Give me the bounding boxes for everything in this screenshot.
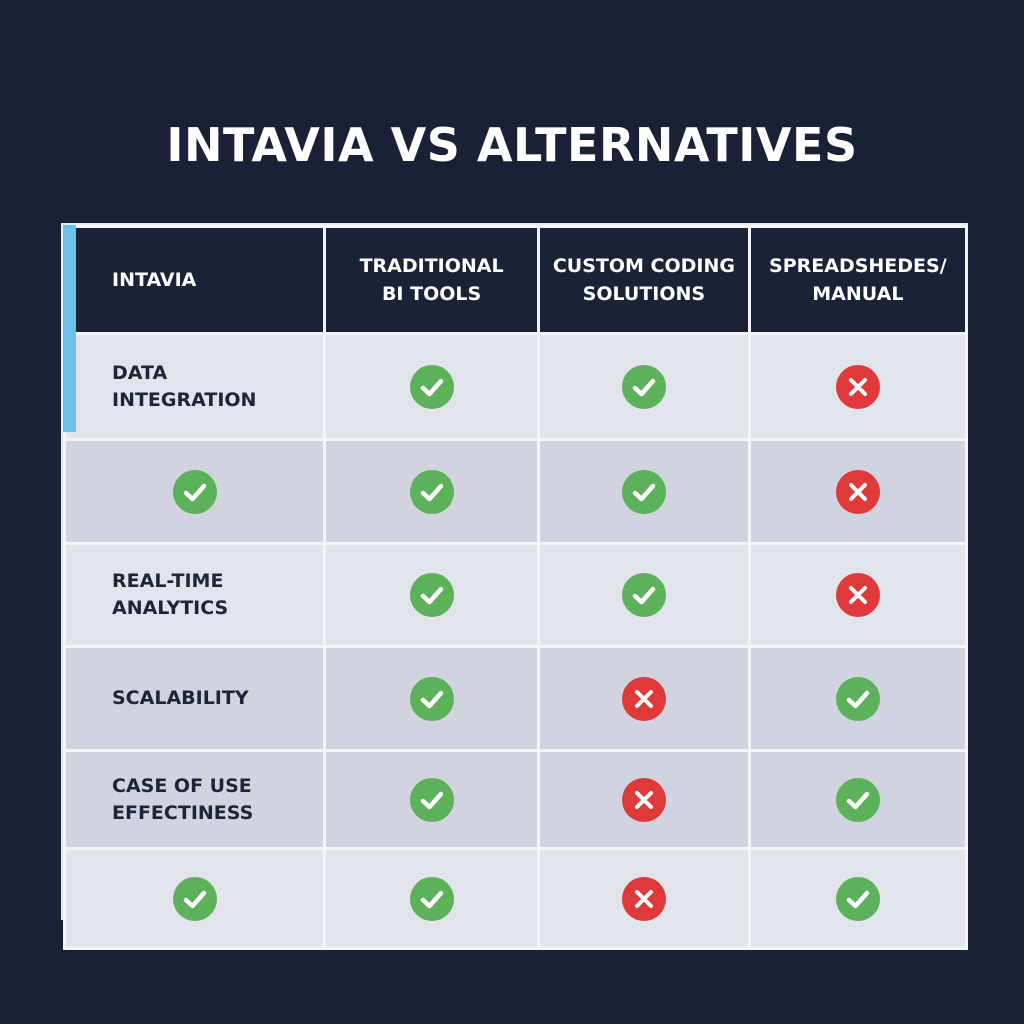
check-icon — [621, 469, 666, 514]
feature-cell — [62, 847, 327, 950]
check-icon — [409, 469, 454, 514]
table-row: DATA INTEGRATION — [62, 332, 969, 441]
feature-cell: SCALABILITY — [62, 645, 327, 752]
check-icon — [409, 876, 454, 921]
feature-cell: CASE OF USE EFFECTINESS — [62, 749, 327, 850]
check-icon — [835, 676, 880, 721]
comparison-cell — [747, 847, 969, 950]
comparison-cell — [537, 332, 751, 441]
comparison-cell — [537, 749, 751, 850]
comparison-table: INTAVIA TRADITIONAL BI TOOLS CUSTOM CODING… — [61, 223, 969, 950]
check-icon — [835, 777, 880, 822]
comparison-cell — [537, 645, 751, 752]
comparison-cell — [323, 332, 541, 441]
table-row — [62, 438, 969, 545]
comparison-cell — [323, 749, 541, 850]
comparison-grid: INTAVIA TRADITIONAL BI TOOLS CUSTOM CODING… — [62, 225, 969, 950]
column-header: INTAVIA — [62, 225, 327, 335]
column-header: CUSTOM CODING SOLUTIONS — [537, 225, 751, 335]
cross-icon — [621, 876, 666, 921]
feature-label: DATA INTEGRATION — [112, 361, 257, 411]
column-header: TRADITIONAL BI TOOLS — [323, 225, 541, 335]
table-row: REAL-TIME ANALYTICS — [62, 542, 969, 648]
check-icon — [409, 676, 454, 721]
comparison-cell — [747, 645, 969, 752]
feature-label: SCALABILITY — [112, 687, 249, 709]
comparison-cell — [747, 332, 969, 441]
feature-cell: REAL-TIME ANALYTICS — [62, 542, 327, 648]
column-header: SPREADSHEDES/ MANUAL — [747, 225, 969, 335]
comparison-cell — [747, 542, 969, 648]
table-row: SCALABILITY — [62, 645, 969, 752]
check-icon — [835, 876, 880, 921]
cross-icon — [835, 364, 880, 409]
comparison-cell — [323, 645, 541, 752]
comparison-cell — [537, 542, 751, 648]
check-icon — [621, 573, 666, 617]
cross-icon — [621, 676, 666, 721]
comparison-cell — [323, 542, 541, 648]
feature-label: REAL-TIME ANALYTICS — [112, 570, 229, 619]
feature-cell — [62, 438, 327, 545]
check-icon — [621, 364, 666, 409]
check-icon — [409, 364, 454, 409]
table-row — [62, 847, 969, 950]
check-icon — [409, 573, 454, 617]
page-title: INTAVIA VS ALTERNATIVES — [166, 118, 858, 172]
comparison-cell — [323, 438, 541, 545]
comparison-cell — [323, 847, 541, 950]
header-row: INTAVIA TRADITIONAL BI TOOLS CUSTOM CODING… — [62, 225, 969, 335]
table-body: DATA INTEGRATION REAL-TIME ANALYTICS SCALA… — [62, 332, 969, 950]
check-icon — [172, 469, 217, 514]
check-icon — [409, 777, 454, 822]
cross-icon — [835, 573, 880, 617]
comparison-cell — [537, 847, 751, 950]
cross-icon — [835, 469, 880, 514]
comparison-cell — [537, 438, 751, 545]
check-icon — [172, 876, 217, 921]
table-row: CASE OF USE EFFECTINESS — [62, 749, 969, 850]
feature-label: CASE OF USE EFFECTINESS — [112, 774, 254, 824]
comparison-cell — [747, 749, 969, 850]
feature-cell: DATA INTEGRATION — [62, 332, 327, 441]
cross-icon — [621, 777, 666, 822]
accent-stripe — [63, 225, 76, 432]
comparison-cell — [747, 438, 969, 545]
